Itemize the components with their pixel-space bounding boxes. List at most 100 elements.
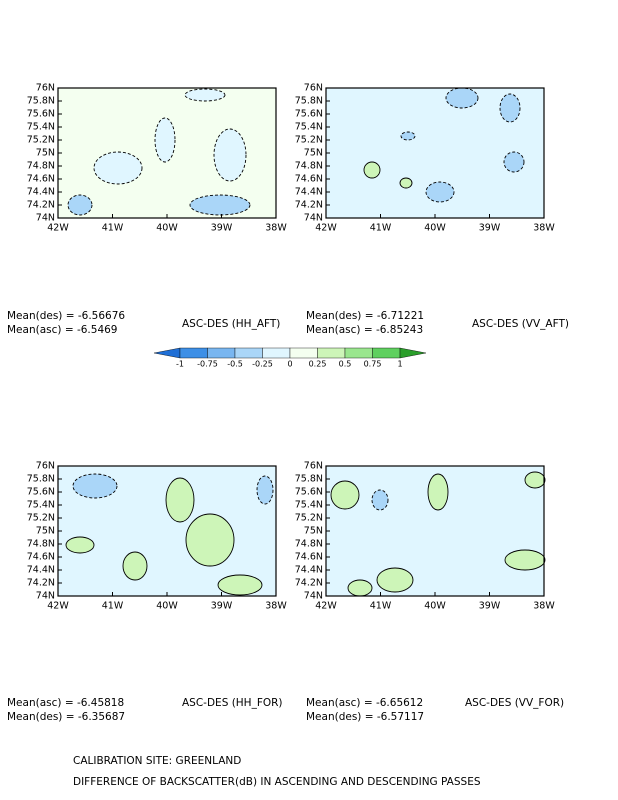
- contour-region: [347, 579, 373, 597]
- mean-stat: Mean(des) = -6.56676: [7, 310, 125, 322]
- x-tick-label: 38W: [265, 601, 287, 612]
- contour-region: [122, 551, 148, 581]
- x-tick-label: 41W: [102, 601, 124, 612]
- colorbar-label: 0.25: [309, 360, 327, 369]
- y-tick-label: 76N: [36, 83, 55, 94]
- y-tick-label: 76N: [36, 461, 55, 472]
- x-tick-label: 41W: [370, 601, 392, 612]
- colorbar-box: [234, 347, 263, 359]
- y-tick-label: 74.4N: [295, 565, 323, 576]
- contour-region: [400, 131, 416, 141]
- contour-region: [72, 473, 118, 499]
- colorbar-end: [153, 347, 181, 359]
- y-tick-label: 74.4N: [27, 565, 55, 576]
- y-tick-label: 74.4N: [295, 187, 323, 198]
- colorbar-box: [289, 347, 318, 359]
- y-tick-label: 74.6N: [27, 174, 55, 185]
- panel-title: ASC-DES (VV_AFT): [472, 318, 569, 330]
- colorbar-label: -0.75: [197, 360, 218, 369]
- mean-stat: Mean(des) = -6.71221: [306, 310, 424, 322]
- y-tick-label: 75.6N: [27, 487, 55, 498]
- y-tick-label: 75.8N: [27, 96, 55, 107]
- contour-region: [213, 128, 247, 182]
- contour-region: [67, 194, 93, 216]
- y-tick-label: 75.8N: [295, 96, 323, 107]
- y-tick-label: 75.2N: [27, 135, 55, 146]
- contour-region: [499, 93, 521, 123]
- contour-region: [363, 161, 381, 179]
- contour-region: [93, 151, 143, 185]
- contour-region: [154, 117, 176, 163]
- y-tick-label: 74.8N: [27, 161, 55, 172]
- y-tick-label: 75.6N: [295, 109, 323, 120]
- y-tick-label: 74.6N: [295, 552, 323, 563]
- mean-stat: Mean(asc) = -6.45818: [7, 697, 124, 709]
- y-tick-label: 75.6N: [295, 487, 323, 498]
- y-tick-label: 74.6N: [295, 174, 323, 185]
- contour-region: [217, 574, 263, 596]
- colorbar-label: -0.25: [252, 360, 273, 369]
- x-tick-label: 40W: [156, 601, 178, 612]
- footer-caption: DIFFERENCE OF BACKSCATTER(dB) IN ASCENDI…: [73, 776, 481, 788]
- x-tick-label: 39W: [211, 223, 233, 234]
- colorbar-label: 0: [287, 360, 292, 369]
- y-tick-label: 76N: [304, 461, 323, 472]
- colorbar-label: 0.75: [364, 360, 382, 369]
- y-tick-label: 75.8N: [295, 474, 323, 485]
- y-tick-label: 74.2N: [295, 200, 323, 211]
- y-tick-label: 75.2N: [295, 513, 323, 524]
- contour-region: [165, 477, 195, 523]
- y-tick-label: 74N: [304, 213, 323, 224]
- y-tick-label: 74.8N: [295, 161, 323, 172]
- colorbar-box: [179, 347, 208, 359]
- mean-stat: Mean(des) = -6.57117: [306, 711, 424, 723]
- contour-region: [425, 181, 455, 203]
- contour-region: [330, 480, 360, 510]
- x-tick-label: 38W: [533, 223, 555, 234]
- colorbar-label: 1: [397, 360, 402, 369]
- map-panel: 42W 41W 40W 39W 38W 76N 75.8N 75.6N 75.4N 75.2N 75…: [295, 461, 564, 724]
- contour-region: [371, 489, 389, 511]
- colorbar-label: -1: [176, 360, 184, 369]
- x-tick-label: 42W: [47, 601, 69, 612]
- colorbar-box: [344, 347, 373, 359]
- panel-title: ASC-DES (VV_FOR): [465, 697, 564, 709]
- y-tick-label: 75.6N: [27, 109, 55, 120]
- y-tick-label: 75N: [304, 148, 323, 159]
- x-tick-label: 41W: [102, 223, 124, 234]
- colorbar-box: [262, 347, 291, 359]
- x-tick-label: 40W: [424, 601, 446, 612]
- x-tick-label: 39W: [479, 601, 501, 612]
- y-tick-label: 74.6N: [27, 552, 55, 563]
- colorbar-label: 0.5: [339, 360, 352, 369]
- y-tick-label: 74.2N: [27, 578, 55, 589]
- y-tick-label: 74.2N: [27, 200, 55, 211]
- colorbar-label: -0.5: [227, 360, 243, 369]
- y-tick-label: 75.4N: [295, 500, 323, 511]
- x-tick-label: 42W: [315, 223, 337, 234]
- colorbar: -1 -0.75 -0.5 -0.25 0 0.25 0.5 0.75 1: [153, 347, 427, 369]
- contour-region: [185, 513, 235, 567]
- contour-region: [65, 536, 95, 554]
- contour-region: [524, 471, 546, 489]
- y-tick-label: 74.2N: [295, 578, 323, 589]
- x-tick-label: 38W: [533, 601, 555, 612]
- y-tick-label: 75N: [36, 148, 55, 159]
- contour-region: [445, 87, 479, 109]
- mean-stat: Mean(asc) = -6.65612: [306, 697, 423, 709]
- y-tick-label: 75.4N: [27, 500, 55, 511]
- colorbar-box: [207, 347, 236, 359]
- x-tick-label: 40W: [156, 223, 178, 234]
- panel-title: ASC-DES (HH_AFT): [182, 318, 280, 330]
- colorbar-end: [399, 347, 427, 359]
- colorbar-box: [372, 347, 401, 359]
- panel-title: ASC-DES (HH_FOR): [182, 697, 283, 709]
- y-tick-label: 75.8N: [27, 474, 55, 485]
- contour-region: [189, 194, 251, 216]
- y-tick-label: 75N: [36, 526, 55, 537]
- y-tick-label: 74.8N: [27, 539, 55, 550]
- contour-region: [399, 177, 413, 189]
- contour-region: [427, 473, 449, 511]
- mean-stat: Mean(des) = -6.35687: [7, 711, 125, 723]
